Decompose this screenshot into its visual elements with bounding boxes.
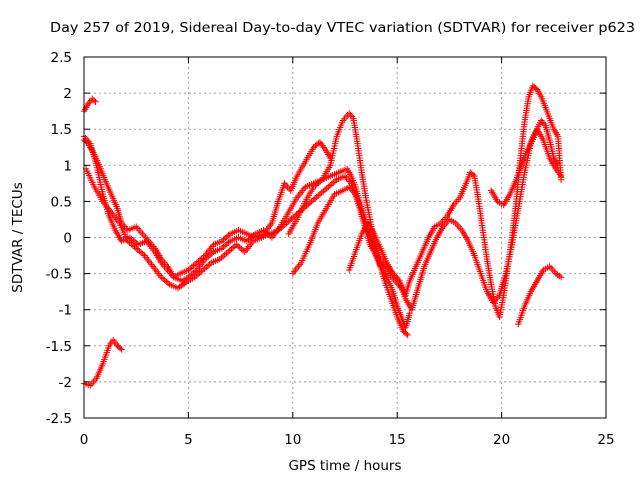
data-point-marker	[92, 98, 99, 105]
data-point-marker	[223, 240, 231, 248]
data-point-marker	[134, 246, 142, 253]
x-tick-label: 10	[284, 432, 301, 448]
data-point-marker	[161, 276, 168, 284]
data-point-marker	[191, 268, 199, 275]
data-point-marker	[236, 244, 243, 251]
tick-layer: 0 5 10 15 20 25 -2.5 -2 -1.5 -1 -0.5 0 0.5 1 1.5 2 2.5	[46, 50, 615, 448]
data-point-marker	[188, 263, 195, 271]
x-axis-label: GPS time / hours	[288, 458, 401, 474]
data-point-marker	[320, 188, 327, 195]
data-point-marker	[325, 183, 332, 191]
data-point-marker	[326, 182, 334, 189]
data-point-marker	[403, 330, 410, 337]
data-point-marker	[315, 192, 322, 199]
data-point-marker	[116, 345, 124, 352]
y-tick-label: 1.5	[51, 122, 72, 138]
data-point-marker	[163, 278, 170, 285]
y-tick-label: 0	[63, 231, 72, 247]
y-tick-label: -2	[59, 375, 72, 391]
x-tick-label: 0	[80, 432, 89, 448]
y-tick-label: 2.5	[51, 50, 72, 66]
data-point-marker	[321, 186, 329, 194]
data-point-marker	[223, 250, 230, 257]
data-point-marker	[190, 269, 197, 277]
data-point-marker	[406, 310, 413, 317]
data-point-marker	[138, 249, 145, 256]
data-point-marker	[228, 245, 235, 253]
x-tick-label: 20	[493, 432, 510, 448]
data-point-marker	[136, 248, 143, 255]
data-point-marker	[90, 97, 98, 104]
data-point-marker	[328, 180, 335, 188]
data-point-marker	[238, 245, 245, 253]
data-point-marker	[204, 262, 212, 269]
data-point-marker	[404, 331, 411, 339]
data-point-marker	[118, 346, 125, 353]
grid-layer	[84, 57, 606, 418]
data-point-marker	[221, 242, 229, 249]
data-point-marker	[221, 235, 229, 242]
marker-layer	[80, 82, 565, 389]
x-tick-label: 15	[389, 432, 406, 448]
data-point-marker	[318, 189, 325, 196]
y-tick-label: -1	[59, 303, 72, 319]
data-point-marker	[330, 179, 337, 186]
data-point-marker	[310, 196, 317, 204]
data-point-marker	[229, 244, 237, 251]
y-tick-label: -0.5	[46, 267, 72, 283]
data-point-marker	[139, 250, 147, 258]
data-point-marker	[234, 242, 242, 250]
data-point-marker	[221, 251, 228, 259]
y-tick-label: 1	[63, 158, 72, 174]
data-point-marker	[306, 199, 314, 207]
data-point-marker	[557, 172, 565, 180]
data-point-marker	[316, 190, 324, 198]
data-point-marker	[311, 195, 319, 202]
data-point-marker	[323, 185, 330, 192]
x-tick-label: 25	[597, 432, 614, 448]
y-tick-label: 0.5	[51, 194, 72, 210]
data-point-marker	[313, 193, 320, 201]
data-point-marker	[557, 274, 565, 281]
data-point-marker	[188, 271, 195, 278]
y-tick-label: -2.5	[46, 411, 72, 427]
y-axis-label: SDTVAR / TECUs	[10, 182, 26, 292]
chart-title: Day 257 of 2019, Sidereal Day-to-day VTE…	[50, 20, 635, 36]
data-point-marker	[196, 269, 203, 277]
y-tick-label: 2	[63, 86, 72, 102]
data-point-marker	[223, 233, 231, 240]
x-tick-label: 5	[184, 432, 193, 448]
data-point-marker	[469, 171, 477, 179]
y-tick-label: -1.5	[46, 339, 72, 355]
data-point-marker	[554, 162, 562, 169]
data-point-marker	[224, 248, 232, 256]
data-point-marker	[305, 201, 312, 208]
data-point-marker	[159, 275, 167, 282]
data-point-marker	[219, 253, 227, 260]
data-point-marker	[226, 247, 233, 254]
data-point-marker	[194, 271, 202, 278]
data-point-marker	[89, 95, 96, 103]
